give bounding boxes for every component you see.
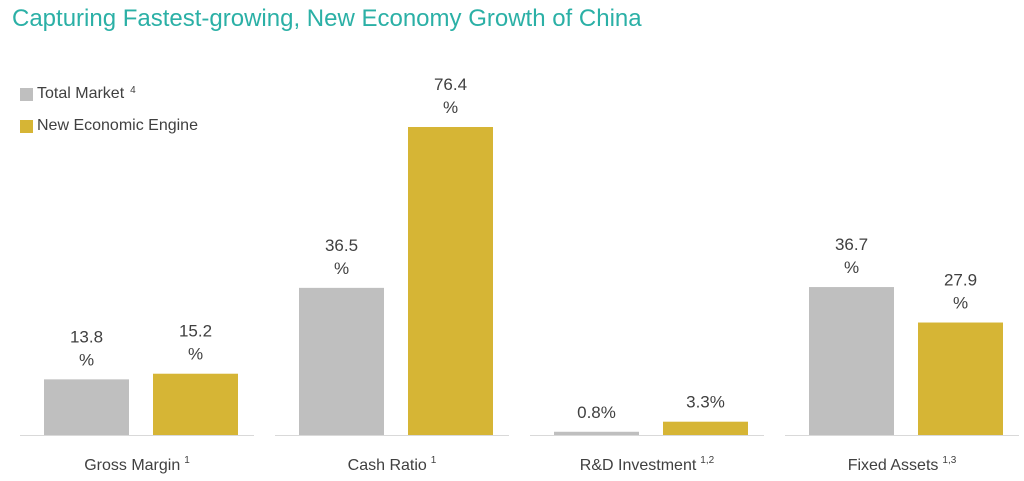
- chart-legend: Total Market 4 New Economic Engine: [20, 84, 198, 148]
- bar-total-market-3: [809, 287, 894, 435]
- bar-total-market-1: [299, 287, 384, 435]
- bar-total-market-2: [554, 431, 639, 435]
- bar-total-market-0: [44, 379, 129, 435]
- chart-title: Capturing Fastest-growing, New Economy G…: [12, 5, 642, 32]
- legend-label-new-economic-engine: New Economic Engine: [37, 117, 198, 134]
- data-label-total-market-2: 0.8%: [577, 403, 616, 422]
- data-label-new-economic-engine-2: 3.3%: [686, 393, 725, 412]
- legend-item-total-market: Total Market 4: [20, 84, 198, 104]
- bar-new-economic-engine-3: [918, 322, 1003, 435]
- data-label-new-economic-engine-1: 76.4%: [434, 75, 467, 117]
- data-label-total-market-1: 36.5%: [325, 236, 358, 278]
- legend-swatch-new-economic-engine: [20, 119, 33, 133]
- bar-new-economic-engine-2: [663, 421, 748, 435]
- data-label-new-economic-engine-0: 15.2%: [179, 322, 212, 364]
- category-label-1: Cash Ratio 1: [348, 455, 437, 474]
- category-label-3: Fixed Assets 1,3: [848, 455, 957, 474]
- bar-new-economic-engine-0: [153, 373, 238, 435]
- legend-label-total-market: Total Market: [37, 85, 125, 102]
- category-label-0: Gross Margin 1: [84, 455, 190, 474]
- bar-new-economic-engine-1: [408, 127, 493, 435]
- data-label-total-market-3: 36.7%: [835, 235, 868, 277]
- data-label-new-economic-engine-3: 27.9%: [944, 271, 977, 313]
- legend-swatch-total-market: [20, 87, 33, 101]
- legend-item-new-economic-engine: New Economic Engine: [20, 116, 198, 136]
- legend-footnote-total-market: 4: [130, 84, 136, 96]
- category-label-2: R&D Investment 1,2: [580, 455, 715, 474]
- data-label-total-market-0: 13.8%: [70, 327, 103, 369]
